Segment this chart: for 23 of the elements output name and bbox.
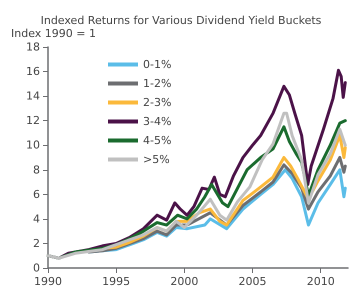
x-tick-label: 2005	[238, 275, 267, 288]
legend-label: 2-3%	[143, 96, 172, 109]
y-tick-label: 0	[33, 262, 40, 274]
y-tick-label: 4	[33, 212, 40, 226]
y-tick-label: 6	[33, 188, 40, 201]
legend-label: 0-1%	[143, 58, 172, 71]
legend-label: >5%	[143, 153, 170, 166]
legend-label: 4-5%	[143, 134, 172, 147]
chart-title: Indexed Returns for Various Dividend Yield Buckets	[40, 14, 322, 27]
x-tick-label: 1990	[34, 275, 62, 288]
x-tick-label: 1995	[102, 275, 130, 288]
x-tick-label: 2010	[306, 275, 335, 288]
y-tick-label: 12	[26, 114, 40, 128]
x-tick-label: 2000	[170, 275, 198, 288]
y-tick-label: 16	[26, 65, 40, 78]
legend-label: 1-2%	[143, 77, 172, 90]
y-tick-label: 14	[26, 90, 40, 103]
y-tick-label: 10	[26, 138, 40, 152]
legend-label: 3-4%	[143, 115, 172, 128]
y-tick-label: 8	[33, 163, 40, 176]
y-axis-title: Index 1990 = 1	[11, 27, 96, 40]
y-tick-label: 2	[33, 236, 40, 250]
y-tick-label: 18	[26, 40, 40, 54]
